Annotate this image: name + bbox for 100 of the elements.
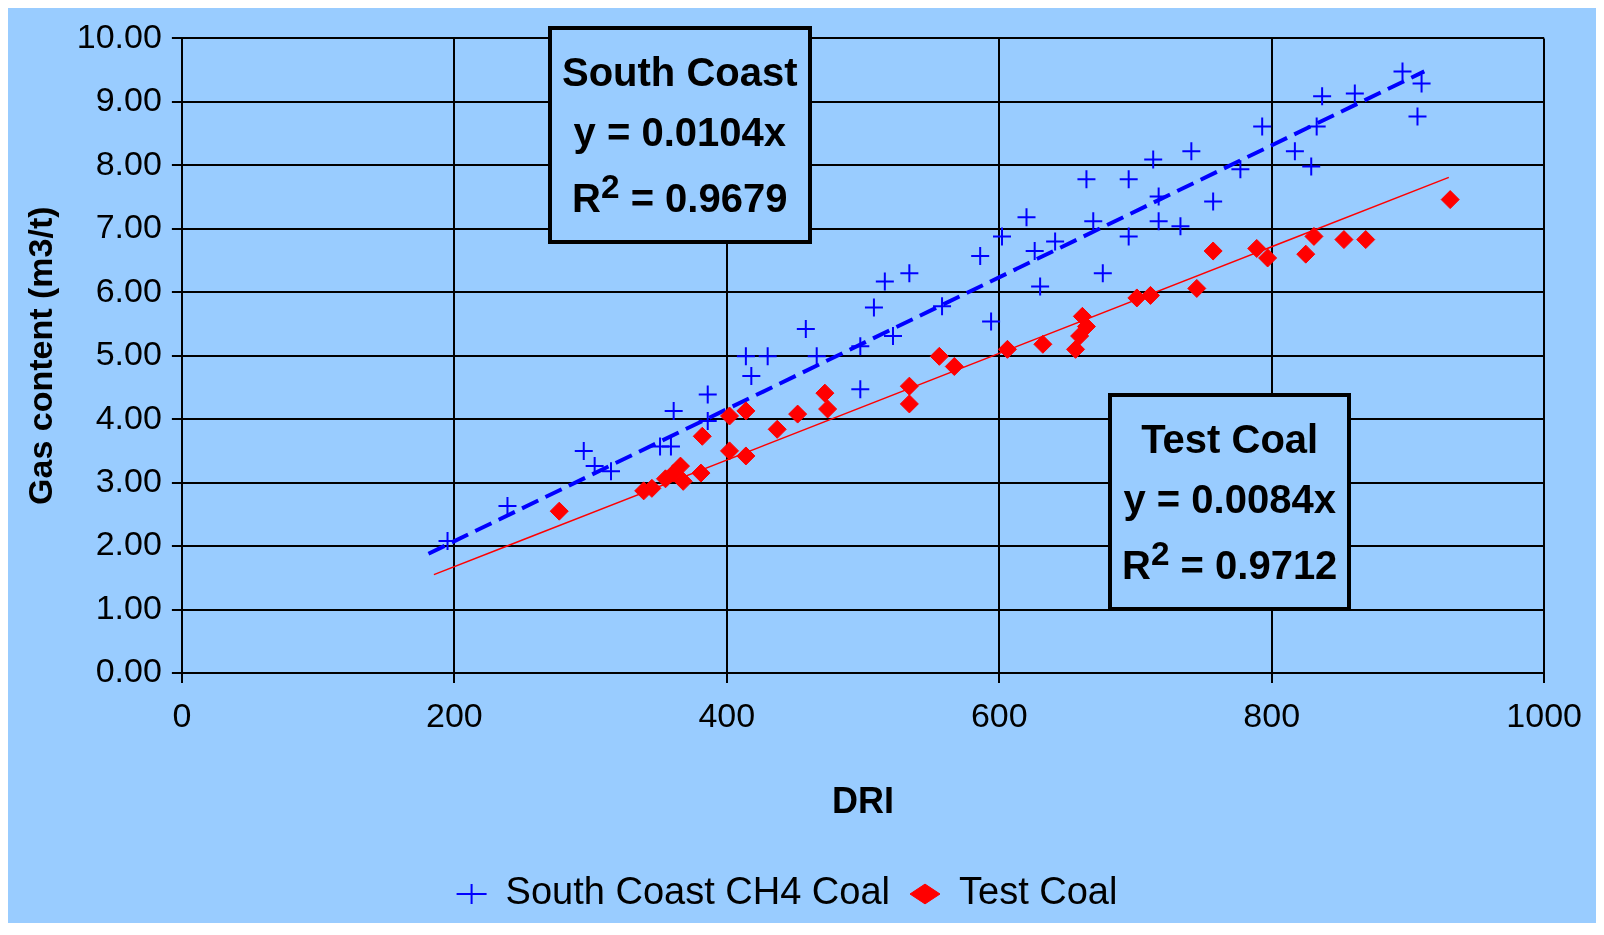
point: [601, 461, 622, 482]
point: [691, 463, 711, 483]
point: [815, 383, 835, 403]
point: [1356, 230, 1376, 250]
y-tick-label: 9.00: [95, 80, 162, 119]
x-axis-title: DRI: [832, 780, 895, 822]
y-tick-label: 5.00: [95, 334, 162, 373]
legend-label: South Coast CH4 Coal: [505, 870, 891, 913]
point: [1030, 276, 1051, 297]
point: [735, 346, 756, 367]
point: [1045, 231, 1066, 252]
point: [1296, 244, 1316, 264]
y-tick-label: 8.00: [95, 143, 162, 182]
point: [1070, 326, 1090, 346]
point: [1033, 334, 1053, 354]
point: [1127, 288, 1147, 308]
point: [692, 426, 712, 446]
point: [1083, 211, 1104, 232]
point: [806, 346, 827, 367]
point: [1230, 159, 1251, 180]
point: [673, 471, 693, 491]
point: [899, 394, 919, 414]
point: [1301, 156, 1322, 177]
y-axis-title: Gas content (m3/t): [20, 206, 59, 505]
x-tick-label: 800: [1243, 695, 1301, 734]
y-tick-label: 0.00: [95, 651, 162, 690]
point: [899, 376, 919, 396]
point: [997, 339, 1017, 359]
point: [697, 411, 718, 432]
point: [944, 356, 964, 376]
point: [1284, 141, 1305, 162]
point: [1066, 339, 1086, 359]
point: [1170, 216, 1191, 237]
point: [1203, 191, 1224, 212]
y-tick-label: 4.00: [95, 397, 162, 436]
point: [1118, 226, 1139, 247]
point: [1252, 116, 1273, 137]
point: [795, 319, 816, 340]
point: [1306, 116, 1327, 137]
point: [883, 326, 903, 347]
point: [991, 226, 1012, 247]
point: [1024, 240, 1045, 261]
x-tick-label: 400: [698, 695, 756, 734]
point: [736, 446, 756, 466]
point: [818, 399, 838, 419]
point: [1148, 211, 1169, 232]
point: [670, 456, 690, 476]
point: [1334, 230, 1354, 250]
point: [970, 246, 991, 267]
point: [660, 436, 681, 457]
point: [1140, 285, 1160, 305]
x-tick-label: 1000: [1506, 695, 1582, 734]
point: [981, 311, 1002, 332]
point: [573, 440, 594, 461]
point: [720, 406, 740, 426]
y-tick-label: 10.00: [76, 16, 162, 55]
point: [929, 346, 949, 366]
point: [497, 496, 518, 517]
point: [1258, 248, 1278, 268]
point: [1016, 207, 1037, 228]
point: [899, 263, 920, 284]
y-tick-label: 6.00: [95, 270, 162, 309]
point: [741, 366, 762, 387]
point: [1181, 141, 1202, 162]
point: [767, 419, 787, 439]
point: [1312, 86, 1333, 107]
point: [1440, 190, 1460, 210]
point: [1407, 106, 1428, 127]
point: [720, 441, 740, 461]
point: [1392, 61, 1413, 82]
x-tick-label: 600: [970, 695, 1028, 734]
point: [1148, 186, 1169, 207]
point: [757, 346, 778, 367]
point: [1304, 226, 1324, 246]
annotation: South Coast y = 0.0104x R$^{2}$ = 0.9679: [562, 49, 798, 223]
point: [1076, 169, 1097, 190]
y-tick-label: 2.00: [95, 524, 162, 563]
point: [549, 501, 569, 521]
point: [1187, 278, 1207, 298]
legend-label: Test Coal: [959, 870, 1118, 913]
point: [932, 296, 953, 317]
point: [850, 336, 871, 357]
point: [788, 404, 808, 424]
y-tick-label: 7.00: [95, 207, 162, 246]
point: [874, 271, 895, 292]
x-tick-label: 0: [172, 695, 192, 734]
y-tick-label: 1.00: [95, 587, 162, 626]
point: [850, 379, 871, 400]
point: [663, 400, 684, 421]
point: [697, 384, 718, 405]
point: [1143, 149, 1164, 170]
point: [1118, 169, 1139, 190]
y-tick-label: 3.00: [95, 460, 162, 499]
point: [1344, 83, 1365, 104]
annotation: Test Coal y = 0.0084x R$^{2}$ = 0.9712: [1122, 416, 1338, 590]
point: [1247, 238, 1267, 258]
point: [1092, 263, 1113, 284]
point: [863, 297, 884, 318]
point: [1203, 241, 1223, 261]
point: [736, 401, 756, 421]
